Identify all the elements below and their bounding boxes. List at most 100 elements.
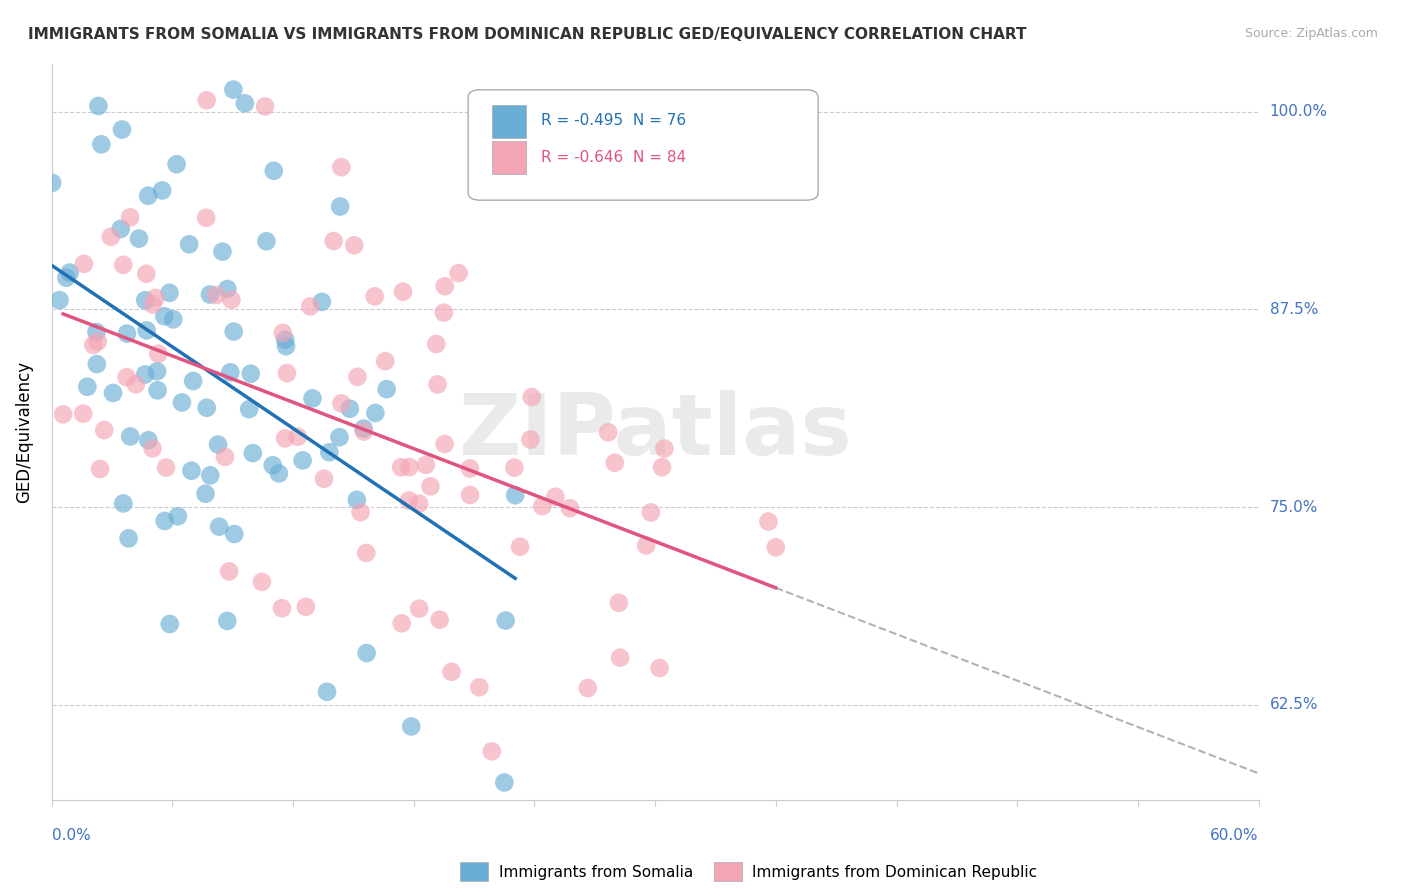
Point bbox=[287, 430, 309, 444]
Point bbox=[544, 490, 567, 504]
Point bbox=[208, 519, 231, 533]
Point bbox=[389, 460, 412, 475]
Point bbox=[598, 425, 620, 440]
Point bbox=[651, 460, 673, 475]
Point bbox=[263, 163, 285, 178]
Point bbox=[531, 499, 554, 513]
Point bbox=[636, 538, 658, 552]
Point bbox=[426, 377, 449, 392]
Bar bbox=[492, 141, 526, 175]
Point bbox=[262, 458, 284, 473]
Point bbox=[222, 325, 245, 339]
Point bbox=[433, 437, 456, 451]
Point bbox=[86, 325, 108, 339]
Point bbox=[82, 338, 104, 352]
Point bbox=[138, 434, 160, 448]
Point bbox=[87, 99, 110, 113]
Point bbox=[111, 122, 134, 136]
Point bbox=[330, 160, 353, 174]
Point bbox=[433, 306, 456, 320]
Point bbox=[607, 596, 630, 610]
Point bbox=[179, 237, 201, 252]
Point bbox=[271, 326, 294, 340]
Point bbox=[134, 293, 156, 308]
Point bbox=[153, 310, 176, 324]
Point bbox=[425, 337, 447, 351]
Point bbox=[233, 96, 256, 111]
Point bbox=[274, 431, 297, 445]
Point bbox=[328, 430, 350, 444]
Point bbox=[494, 775, 516, 789]
Text: 100.0%: 100.0% bbox=[1270, 104, 1327, 119]
Point bbox=[41, 176, 63, 190]
Point bbox=[112, 258, 135, 272]
Point bbox=[433, 279, 456, 293]
Point bbox=[311, 294, 333, 309]
Point bbox=[353, 425, 375, 439]
Bar bbox=[492, 104, 526, 137]
Point bbox=[408, 497, 430, 511]
Point bbox=[224, 527, 246, 541]
Point bbox=[195, 211, 218, 225]
Point bbox=[181, 374, 204, 388]
Point bbox=[55, 270, 77, 285]
Point bbox=[166, 157, 188, 171]
Text: ZIPatlas: ZIPatlas bbox=[458, 391, 852, 474]
Point bbox=[330, 396, 353, 410]
Point bbox=[458, 461, 481, 475]
Point bbox=[509, 540, 531, 554]
Point bbox=[346, 369, 368, 384]
Point bbox=[180, 464, 202, 478]
Text: 0.0%: 0.0% bbox=[52, 828, 90, 843]
Point bbox=[375, 382, 398, 396]
Point bbox=[654, 442, 676, 456]
Point bbox=[219, 365, 242, 379]
Point bbox=[141, 442, 163, 456]
Point bbox=[274, 339, 297, 353]
Point bbox=[115, 326, 138, 341]
Point bbox=[115, 370, 138, 384]
Point bbox=[276, 366, 298, 380]
Text: IMMIGRANTS FROM SOMALIA VS IMMIGRANTS FROM DOMINICAN REPUBLIC GED/EQUIVALENCY CO: IMMIGRANTS FROM SOMALIA VS IMMIGRANTS FR… bbox=[28, 27, 1026, 42]
Text: R = -0.495  N = 76: R = -0.495 N = 76 bbox=[540, 113, 686, 128]
Point bbox=[135, 323, 157, 337]
Point bbox=[295, 599, 318, 614]
Point bbox=[329, 199, 352, 213]
Point bbox=[374, 354, 396, 368]
Point bbox=[222, 82, 245, 96]
Point bbox=[648, 661, 671, 675]
Point bbox=[195, 401, 218, 415]
Point bbox=[48, 293, 70, 307]
Text: R = -0.646  N = 84: R = -0.646 N = 84 bbox=[540, 150, 686, 165]
Point bbox=[135, 267, 157, 281]
Point bbox=[481, 744, 503, 758]
Point bbox=[110, 222, 132, 236]
Point bbox=[145, 291, 167, 305]
Point bbox=[343, 238, 366, 252]
Point bbox=[90, 137, 112, 152]
Point bbox=[765, 541, 787, 555]
Point bbox=[205, 288, 228, 302]
Point bbox=[195, 93, 218, 107]
Point bbox=[73, 257, 96, 271]
Point bbox=[211, 244, 233, 259]
Point bbox=[339, 401, 361, 416]
Point bbox=[429, 613, 451, 627]
Point bbox=[458, 488, 481, 502]
Text: Immigrants from Somalia: Immigrants from Somalia bbox=[499, 865, 693, 880]
Point bbox=[87, 334, 110, 349]
Point bbox=[520, 390, 543, 404]
Point bbox=[503, 460, 526, 475]
Point bbox=[159, 285, 181, 300]
Point bbox=[558, 501, 581, 516]
Point bbox=[301, 392, 323, 406]
Text: 87.5%: 87.5% bbox=[1270, 301, 1317, 317]
Point bbox=[242, 446, 264, 460]
Point bbox=[349, 505, 371, 519]
Point bbox=[364, 406, 387, 420]
Point bbox=[356, 646, 378, 660]
Point bbox=[155, 460, 177, 475]
Point bbox=[468, 680, 491, 694]
Point bbox=[125, 377, 148, 392]
Point bbox=[89, 462, 111, 476]
